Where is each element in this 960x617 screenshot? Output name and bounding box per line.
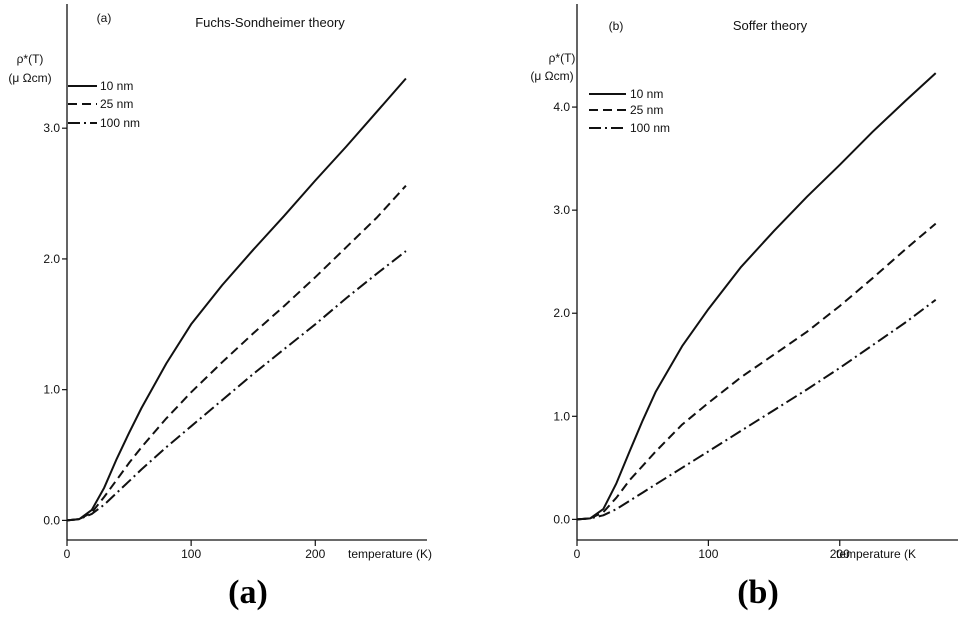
legend-entry: 25 nm <box>100 97 133 111</box>
y-tick-label: 1.0 <box>43 383 60 397</box>
x-tick-label: 0 <box>574 547 581 561</box>
series-line-dashdot <box>66 250 407 522</box>
series-line-dashdot <box>576 298 937 521</box>
y-tick-label: 3.0 <box>553 203 570 217</box>
y-tick-label: 2.0 <box>553 306 570 320</box>
panel-label: (b) <box>609 19 624 33</box>
y-axis-label: ρ*(T) <box>17 52 44 66</box>
chart-panel-1: 0.0 1.0 2.0 3.0 4.0 0 100 200 (b) Soffer theory ρ*… <box>530 4 958 611</box>
y-tick-label: 0.0 <box>553 512 570 526</box>
chart-title: Fuchs-Sondheimer theory <box>195 15 345 30</box>
figure-caption: (b) <box>737 574 779 611</box>
legend-entry: 10 nm <box>100 79 133 93</box>
x-tick-label: 200 <box>305 547 325 561</box>
y-tick-label: 3.0 <box>43 121 60 135</box>
figure-caption: (a) <box>228 574 268 611</box>
series-line-solid <box>576 72 937 521</box>
y-tick-label: 2.0 <box>43 252 60 266</box>
legend-entry: 100 nm <box>100 116 140 130</box>
x-axis-label: temperature (K <box>836 547 916 561</box>
y-tick-label: 4.0 <box>553 100 570 114</box>
x-tick-label: 100 <box>181 547 201 561</box>
legend-entry: 10 nm <box>630 87 663 101</box>
y-axis-unit: (μ Ωcm) <box>8 71 51 85</box>
series-line-dashed <box>576 222 937 521</box>
x-axis-label: temperature (K) <box>348 547 432 561</box>
legend-entry: 100 nm <box>630 121 670 135</box>
x-tick-label: 100 <box>698 547 718 561</box>
legend-entry: 25 nm <box>630 103 663 117</box>
chart-panel-0: 0.0 1.0 2.0 3.0 0 100 200 (a) Fuchs-Sondheimer t… <box>8 4 432 611</box>
x-tick-label: 0 <box>64 547 71 561</box>
series-line-solid <box>66 77 407 522</box>
y-tick-label: 0.0 <box>43 513 60 527</box>
series-line-dashed <box>66 185 407 522</box>
y-axis-unit: (μ Ωcm) <box>530 69 573 83</box>
chart-title: Soffer theory <box>733 18 808 33</box>
x-tick-label: 200 <box>830 547 850 561</box>
y-axis-label: ρ*(T) <box>549 51 576 65</box>
panel-label: (a) <box>97 11 112 25</box>
y-tick-label: 1.0 <box>553 409 570 423</box>
